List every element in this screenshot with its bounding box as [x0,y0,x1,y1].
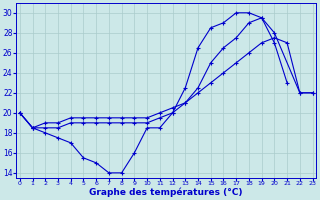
X-axis label: Graphe des températures (°C): Graphe des températures (°C) [89,188,243,197]
